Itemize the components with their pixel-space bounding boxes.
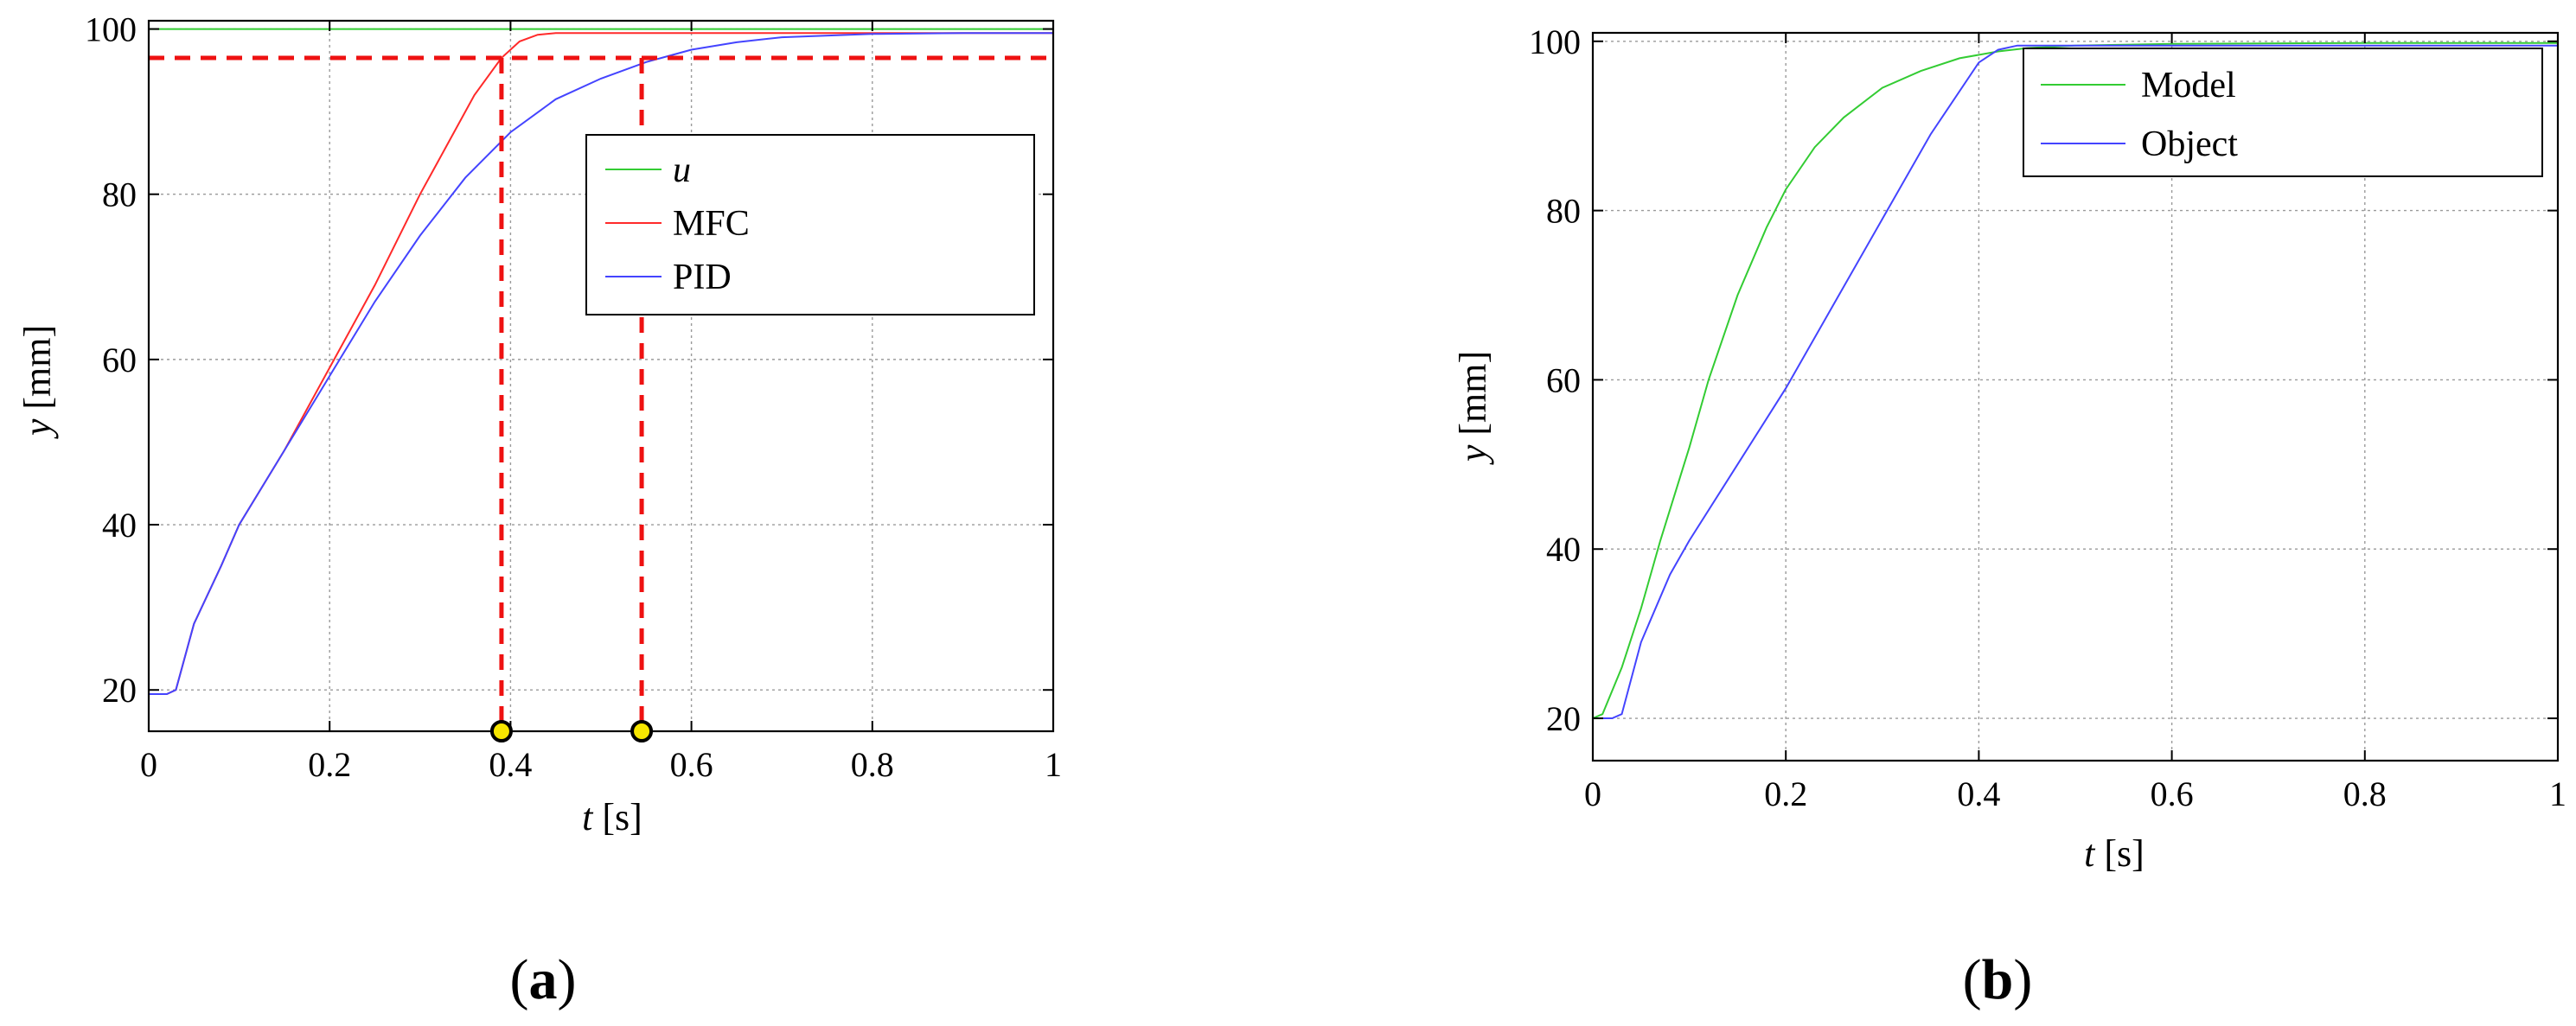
- time-marker: [630, 720, 654, 742]
- series-line-object: [1593, 44, 2558, 719]
- y-tick-label: 40: [1546, 530, 1581, 569]
- x-tick-label: 0: [140, 745, 157, 784]
- plot-frame-a: [147, 19, 1055, 733]
- y-axis-label-b: y [mm]: [1452, 351, 1494, 465]
- y-tick-label: 80: [1546, 192, 1581, 231]
- legend-box-b: [2023, 48, 2543, 177]
- series-area-b: [1592, 41, 2558, 719]
- series-line-pid: [149, 32, 1053, 695]
- y-tick-label: 20: [1546, 699, 1581, 738]
- y-tick-label: 20: [102, 671, 137, 710]
- x-tick-label: 0.6: [670, 745, 713, 784]
- legend-entry: PID: [673, 258, 732, 297]
- y-tick-labels-a: 20 40 60 80 100: [85, 10, 1053, 710]
- y-tick-label: 40: [102, 506, 137, 545]
- x-tick-label: 0.4: [489, 745, 532, 784]
- y-tick-label: 60: [102, 341, 137, 379]
- x-tick-labels-b: 0 0.2 0.4 0.6 0.8 1: [1584, 33, 2566, 813]
- x-axis-label-b: t [s]: [2084, 832, 2145, 875]
- y-axis-label-a: y [mm]: [16, 325, 59, 439]
- y-tick-label: 60: [1546, 360, 1581, 399]
- x-tick-label: 1: [1045, 745, 1062, 784]
- legend-b: Model Object: [2023, 48, 2543, 177]
- panel-label-b: (b): [1963, 948, 2033, 1011]
- x-axis-label-a: t [s]: [582, 796, 642, 838]
- x-tick-label: 0.2: [1764, 774, 1807, 813]
- x-tick-label: 0.2: [308, 745, 351, 784]
- y-tick-label: 80: [102, 175, 137, 214]
- legend-entry: Object: [2141, 124, 2238, 164]
- y-tick-labels-b: 20 40 60 80 100: [1529, 22, 2558, 738]
- plot-frame-b: [1591, 31, 2560, 762]
- y-tick-label: 100: [1529, 22, 1581, 61]
- x-tick-label: 0.8: [851, 745, 894, 784]
- x-tick-label: 0.8: [2343, 774, 2387, 813]
- x-tick-label: 0: [1584, 774, 1601, 813]
- y-tick-label: 100: [85, 10, 137, 49]
- x-tick-label: 0.4: [1957, 774, 2000, 813]
- x-tick-labels-a: 0 0.2 0.4 0.6 0.8 1: [140, 21, 1062, 784]
- x-tick-label: 1: [2549, 774, 2566, 813]
- time-marker: [489, 720, 513, 742]
- x-tick-label: 0.6: [2151, 774, 2194, 813]
- series-area-a: [149, 28, 1053, 695]
- panel-label-a: (a): [510, 948, 577, 1011]
- legend-entry: MFC: [673, 204, 750, 244]
- grid-a: [149, 21, 1053, 731]
- legend-a: u MFC PID: [585, 134, 1035, 315]
- legend-box-a: [585, 134, 1035, 315]
- legend-entry: Model: [2141, 66, 2236, 105]
- legend-entry: u: [673, 150, 691, 190]
- series-line-mfc: [149, 32, 1053, 695]
